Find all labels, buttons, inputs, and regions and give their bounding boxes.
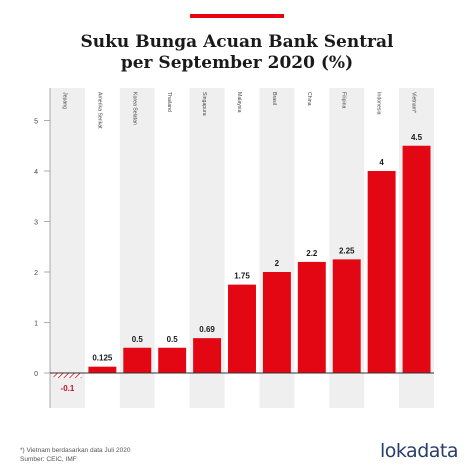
bar-negative xyxy=(53,373,82,379)
category-label: Brasil xyxy=(271,92,277,105)
data-label: 0.5 xyxy=(132,335,144,344)
category-label: Jepang xyxy=(61,92,67,109)
bar xyxy=(332,259,361,373)
data-label: 4.5 xyxy=(411,133,423,142)
bar xyxy=(193,338,222,373)
lokadata-logo: lokadata xyxy=(379,440,459,462)
bar xyxy=(297,261,326,373)
category-label: Indonesia xyxy=(376,92,382,115)
bar xyxy=(158,347,187,373)
source-note: Sumber: CEIC, IMF xyxy=(20,456,77,463)
y-tick-label: 3 xyxy=(34,220,38,227)
category-label: Malaysia xyxy=(236,92,242,113)
bar xyxy=(367,171,396,373)
data-label: 0.69 xyxy=(199,325,215,334)
data-label: 2.25 xyxy=(339,246,355,255)
category-label: Filipina xyxy=(341,92,347,109)
y-tick-label: 2 xyxy=(34,270,38,277)
data-label: 4 xyxy=(379,158,384,167)
column-band xyxy=(50,88,85,408)
bar xyxy=(123,347,152,373)
bar xyxy=(88,366,117,373)
category-label: Korea Selatan xyxy=(131,92,137,125)
category-label: Vietnam* xyxy=(411,92,417,113)
y-tick-label: 5 xyxy=(34,119,38,126)
data-label: 2.2 xyxy=(306,249,318,258)
data-label: 1.75 xyxy=(234,272,250,281)
data-label: 2 xyxy=(275,259,280,268)
category-label: Thailand xyxy=(166,92,172,112)
data-label: 0.125 xyxy=(92,354,113,363)
y-tick-label: 0 xyxy=(34,371,38,378)
bar xyxy=(228,284,256,373)
y-tick-label: 1 xyxy=(34,321,38,328)
chart-title-line2: per September 2020 (%) xyxy=(120,53,354,73)
bar xyxy=(402,145,431,373)
footnote: *) Vietnam berdasarkan data Juli 2020 xyxy=(20,447,131,454)
data-label: 0.5 xyxy=(167,335,179,344)
bar xyxy=(262,272,291,373)
y-tick-label: 4 xyxy=(34,169,38,176)
data-label: -0.1 xyxy=(61,384,75,393)
chart-title-line1: Suku Bunga Acuan Bank Sentral xyxy=(80,32,394,52)
category-label: Amerika Serikat xyxy=(96,92,102,129)
accent-bar xyxy=(190,14,284,18)
category-label: Singapura xyxy=(201,92,207,116)
category-label: China xyxy=(306,92,312,106)
